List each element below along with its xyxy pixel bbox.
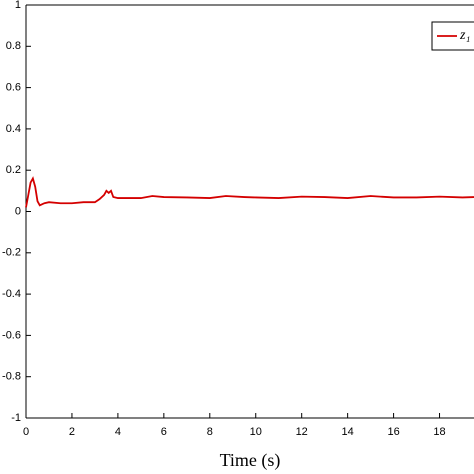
x-tick-label: 0: [23, 426, 29, 438]
y-tick-label: -0.2: [2, 247, 21, 259]
y-tick-label: 0: [15, 205, 21, 217]
x-tick-label: 8: [207, 426, 213, 438]
x-tick-label: 12: [296, 426, 308, 438]
y-tick-label: -0.6: [2, 329, 21, 341]
line-series: [25, 176, 474, 208]
y-tick-label: 1: [15, 0, 21, 11]
x-tick-label: 14: [342, 426, 354, 438]
y-tick-label: 0.4: [6, 123, 21, 135]
y-tick-label: 0.2: [6, 164, 21, 176]
y-tick-label: -1: [11, 412, 21, 424]
y-tick-label: 0.6: [6, 82, 21, 94]
x-tick-label: 16: [387, 426, 399, 438]
x-tick-label: 10: [250, 426, 262, 438]
x-axis-label: Time (s): [220, 450, 281, 471]
x-tick-label: 18: [433, 426, 445, 438]
x-tick-label: 2: [69, 426, 75, 438]
legend-label: z₁: [459, 28, 470, 43]
x-tick-label: 4: [115, 426, 121, 438]
x-tick-label: 6: [161, 426, 167, 438]
y-tick-label: -0.4: [2, 288, 21, 300]
y-tick-label: -0.8: [2, 371, 21, 383]
y-tick-label: 0.8: [6, 40, 21, 52]
